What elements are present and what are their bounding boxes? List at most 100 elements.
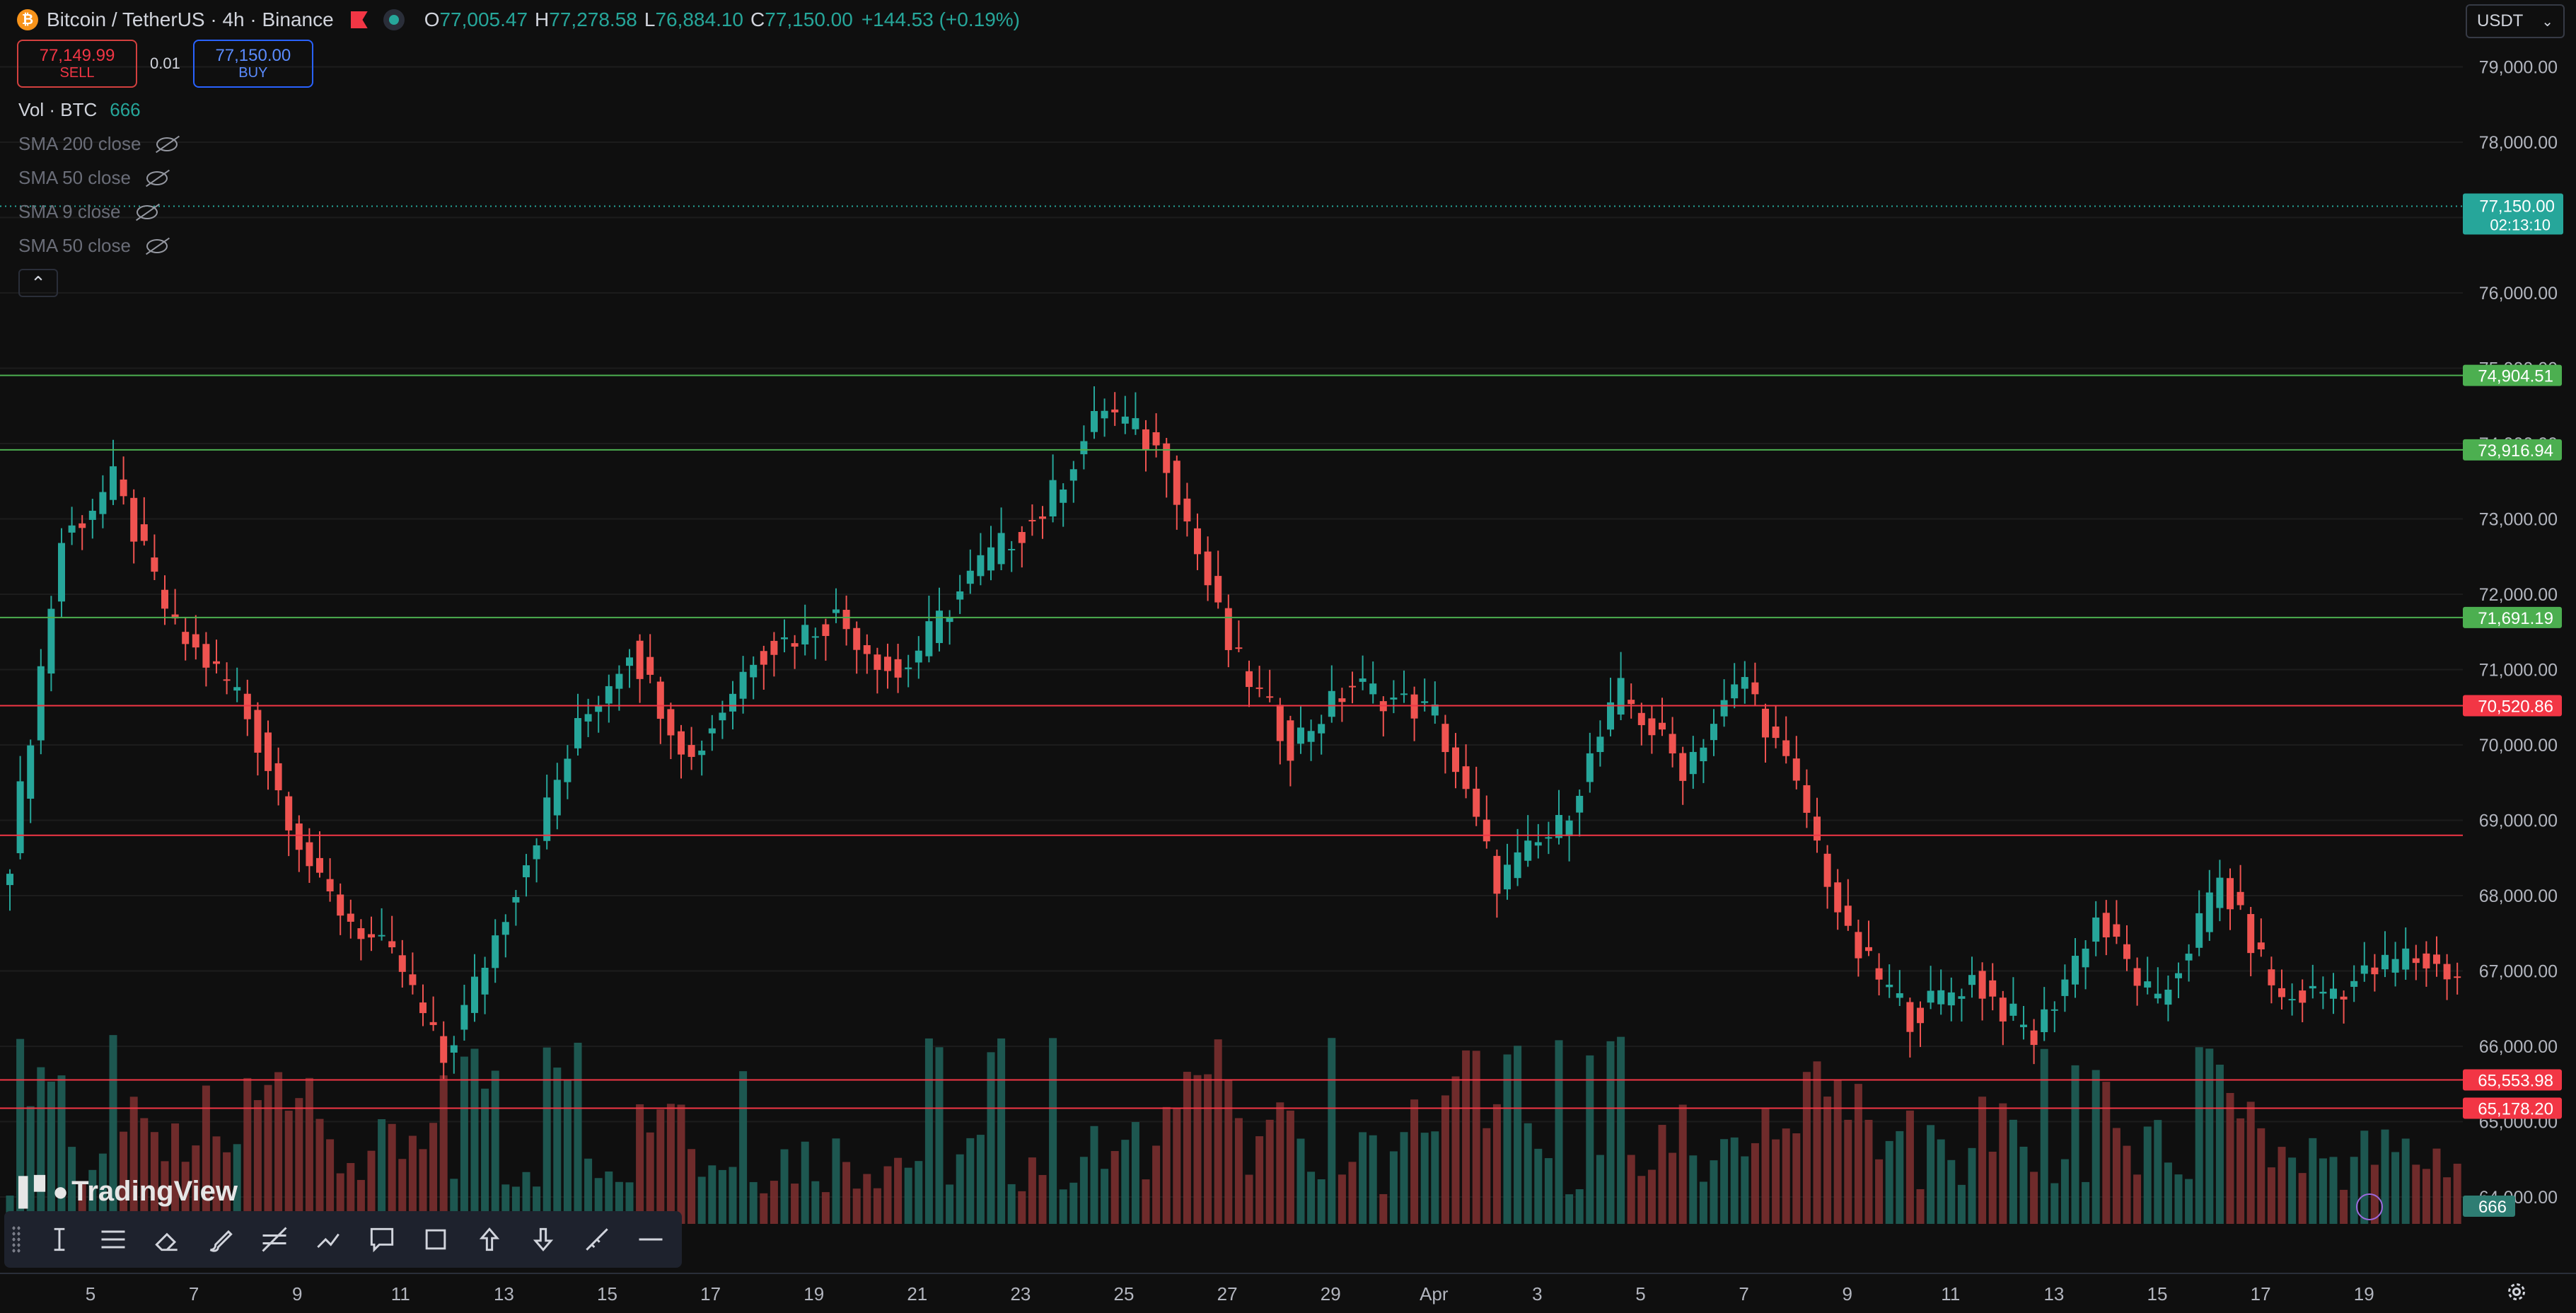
horizontal-line-tool[interactable] xyxy=(624,1213,678,1266)
hidden-eye-icon[interactable] xyxy=(146,170,168,185)
legend-indicator[interactable]: SMA 200 close xyxy=(18,133,178,155)
candle-body xyxy=(842,610,850,630)
candle-body xyxy=(1008,548,1016,550)
candle-body xyxy=(2247,914,2255,954)
legend-indicator[interactable]: SMA 50 close xyxy=(18,167,168,189)
candle-body xyxy=(811,636,819,638)
volume-bar xyxy=(192,1145,200,1224)
volume-bar xyxy=(1864,1119,1873,1224)
candle-body xyxy=(2381,954,2389,970)
eraser-tool[interactable] xyxy=(140,1213,194,1266)
indicator-label: SMA 9 close xyxy=(18,201,121,222)
candle-body xyxy=(1349,686,1356,688)
volume-bar xyxy=(915,1161,923,1224)
candle-body xyxy=(1276,705,1284,741)
candle-body xyxy=(1039,516,1046,519)
volume-bar xyxy=(1586,1055,1594,1224)
candle-body xyxy=(243,693,251,719)
legend-indicator[interactable]: SMA 9 close xyxy=(18,201,158,223)
volume-bar xyxy=(1751,1143,1759,1224)
volume-bar xyxy=(791,1184,799,1224)
candle-body xyxy=(1018,532,1026,543)
volume-bar xyxy=(1710,1160,1718,1224)
volume-bar xyxy=(1782,1128,1790,1224)
gear-icon[interactable] xyxy=(2504,1279,2529,1305)
legend-indicator[interactable]: SMA 50 close xyxy=(18,235,168,257)
candle-body xyxy=(729,693,736,712)
candle-body xyxy=(626,657,633,666)
lines-tool[interactable] xyxy=(86,1213,140,1266)
text-cursor-tool[interactable] xyxy=(33,1213,86,1266)
volume-bar xyxy=(2412,1164,2420,1224)
candle-body xyxy=(2454,976,2461,978)
time-tick: 11 xyxy=(391,1283,410,1305)
candle-body xyxy=(1958,996,1966,999)
candle-body xyxy=(832,609,840,613)
candle-body xyxy=(1648,718,1656,736)
volume-bar xyxy=(2422,1169,2430,1224)
time-tick: 23 xyxy=(1010,1283,1031,1305)
legend-volume[interactable]: Vol · BTC 666 xyxy=(18,99,141,121)
arrow-down-tool[interactable] xyxy=(516,1213,570,1266)
volume-bar xyxy=(1286,1110,1294,1224)
high-label: H xyxy=(535,8,550,30)
hidden-eye-icon[interactable] xyxy=(136,204,158,219)
candle-body xyxy=(1483,819,1490,842)
fib-tool[interactable] xyxy=(248,1213,301,1266)
time-tick: 19 xyxy=(2354,1283,2374,1305)
currency-value: USDT xyxy=(2477,11,2524,30)
volume-bar xyxy=(687,1149,696,1224)
volume-bar xyxy=(264,1084,272,1224)
candle-body xyxy=(1287,720,1294,761)
lines-icon xyxy=(101,1230,125,1249)
time-tick: 7 xyxy=(189,1283,199,1305)
brush-tool[interactable] xyxy=(194,1213,248,1266)
arrow-up-tool[interactable] xyxy=(463,1213,516,1266)
candle-body xyxy=(2319,991,2327,994)
volume-bar xyxy=(1307,1172,1316,1224)
volume-bar xyxy=(212,1136,221,1224)
candle-body xyxy=(182,632,190,644)
volume-bar xyxy=(1905,1110,1914,1224)
hidden-eye-icon[interactable] xyxy=(146,238,168,253)
volume-bar xyxy=(1142,1179,1150,1224)
candle-body xyxy=(501,922,509,935)
bitcoin-icon: ₿ xyxy=(17,9,38,30)
market-status-icon[interactable] xyxy=(383,9,405,30)
volume-bar xyxy=(1483,1128,1491,1224)
volume-bar xyxy=(2236,1118,2245,1224)
callout-tool[interactable] xyxy=(355,1213,409,1266)
path-tool[interactable] xyxy=(301,1213,355,1266)
drag-handle-icon[interactable] xyxy=(11,1225,21,1254)
volume-bar xyxy=(2278,1147,2286,1224)
time-tick: 3 xyxy=(1532,1283,1542,1305)
candle-body xyxy=(79,523,86,528)
candle-body xyxy=(646,656,654,675)
candle-body xyxy=(1462,766,1470,789)
volume-bar xyxy=(1514,1046,1522,1224)
sell-price: 77,149.99 xyxy=(39,45,115,65)
countdown-label: 02:13:10 xyxy=(2490,216,2551,234)
rectangle-tool[interactable] xyxy=(409,1213,463,1266)
buy-button[interactable]: 77,150.00 BUY xyxy=(192,40,313,88)
candle-body xyxy=(1183,498,1191,522)
candle-body xyxy=(1173,461,1180,505)
flag-icon[interactable] xyxy=(350,11,368,28)
ruler-tool[interactable] xyxy=(570,1213,624,1266)
volume-bar xyxy=(408,1135,417,1224)
candle-body xyxy=(584,714,592,722)
candle-body xyxy=(1576,795,1584,813)
volume-bar xyxy=(1059,1189,1067,1224)
candle-body xyxy=(2061,979,2069,996)
hidden-eye-icon[interactable] xyxy=(156,137,178,151)
volume-bar xyxy=(1978,1097,1987,1224)
collapse-legend-button[interactable]: ⌃ xyxy=(18,269,58,297)
volume-bar xyxy=(1369,1135,1377,1224)
symbol-title[interactable]: Bitcoin / TetherUS · 4h · Binance xyxy=(47,8,334,30)
sell-button[interactable]: 77,149.99 SELL xyxy=(17,40,137,88)
level-label: 71,691.19 xyxy=(2478,609,2553,628)
candle-body xyxy=(1751,682,1759,695)
currency-select[interactable]: USDT ⌄ xyxy=(2466,4,2565,38)
candle-body xyxy=(409,974,417,985)
